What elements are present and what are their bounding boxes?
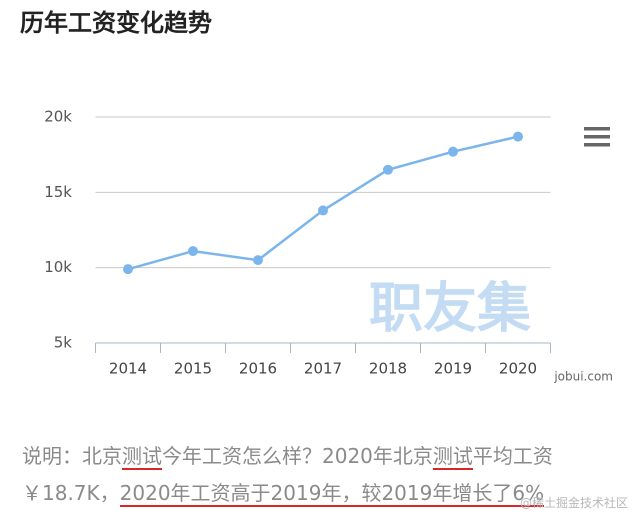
caption-text: 测试 <box>122 444 162 470</box>
x-tick-label: 2016 <box>239 360 277 378</box>
series-line <box>127 135 519 271</box>
caption-line: ￥18.7K，2020年工资高于2019年，较2019年增长了6% <box>22 475 622 512</box>
data-point <box>188 246 198 257</box>
data-point <box>318 205 328 216</box>
menu-bar[interactable] <box>584 135 610 139</box>
page-title: 历年工资变化趋势 <box>20 9 212 37</box>
y-tick-label: 20k <box>44 108 72 126</box>
y-tick-label: 5k <box>54 334 73 352</box>
data-point <box>448 146 458 157</box>
data-point <box>123 264 133 275</box>
source-label: jobui.com <box>553 370 613 384</box>
x-tick-label: 2020 <box>499 360 537 378</box>
caption-text: 测试 <box>432 444 473 470</box>
x-tick-label: 2017 <box>304 360 342 378</box>
caption-text: 平均工资 <box>472 444 553 468</box>
menu-icon[interactable] <box>584 127 610 147</box>
data-point <box>513 131 523 142</box>
x-tick-label: 2019 <box>434 360 472 378</box>
watermark: 职友集 <box>369 277 531 340</box>
data-point <box>383 164 393 175</box>
x-tick-label: 2018 <box>369 360 407 378</box>
caption-text: ￥18.7K， <box>22 481 120 505</box>
y-tick-label: 15k <box>44 183 72 201</box>
x-tick-label: 2015 <box>174 360 212 378</box>
menu-bar[interactable] <box>584 127 610 131</box>
caption: 说明：北京测试今年工资怎么样？2020年北京测试平均工资 ￥18.7K，2020年… <box>22 438 622 512</box>
menu-bar[interactable] <box>584 143 610 147</box>
caption-text: 今年工资怎么样？2020年北京 <box>162 444 433 468</box>
y-tick-label: 10k <box>44 258 72 276</box>
footer: @稀土掘金技术社区 <box>519 496 628 510</box>
caption-line: 说明：北京测试今年工资怎么样？2020年北京测试平均工资 <box>22 438 622 475</box>
caption-text: 2020年工资高于2019年，较2019年增长了6% <box>119 481 545 507</box>
data-point <box>253 255 263 266</box>
caption-text: 说明：北京 <box>22 444 122 468</box>
x-tick-label: 2014 <box>109 360 147 378</box>
